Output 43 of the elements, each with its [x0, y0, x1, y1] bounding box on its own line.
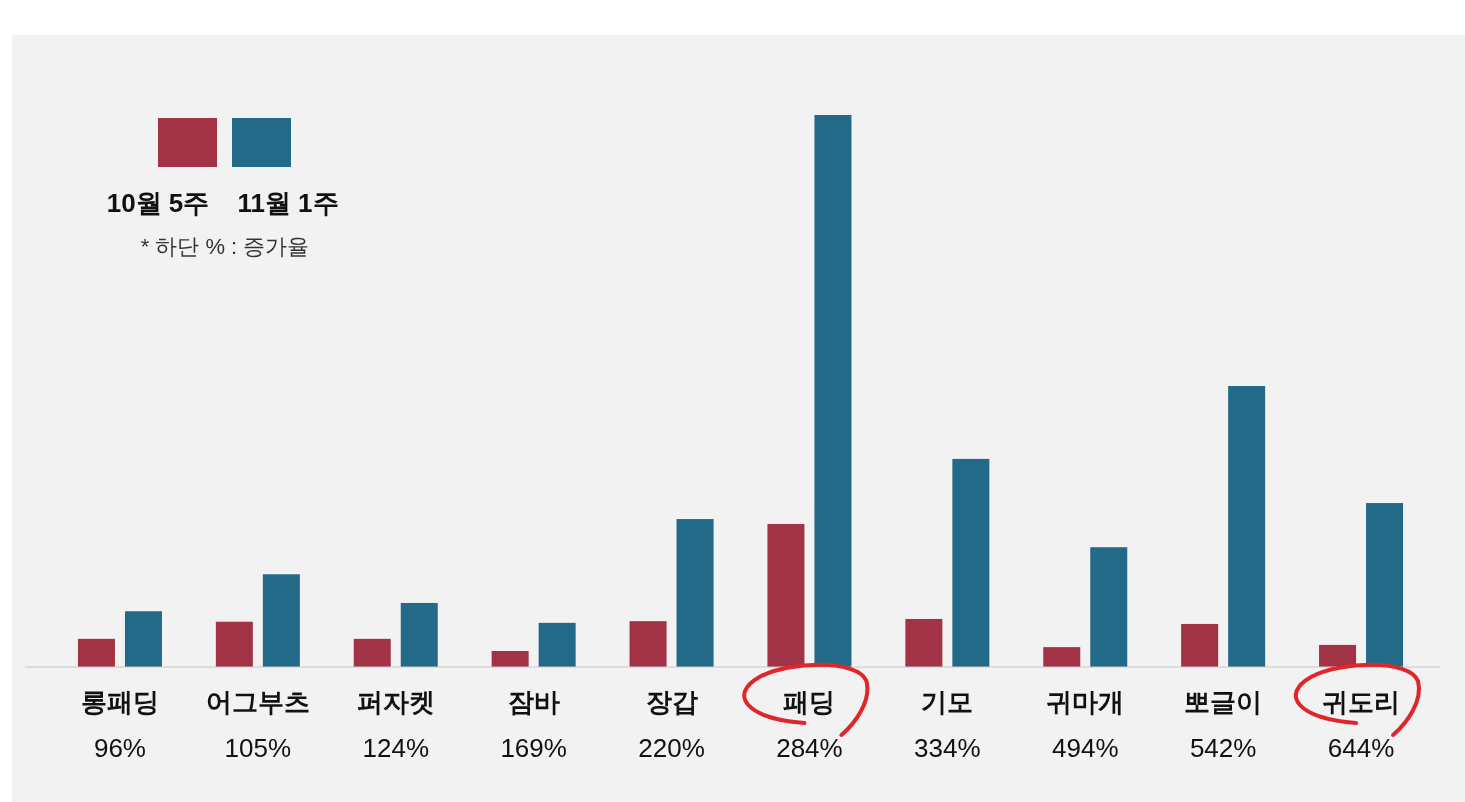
bar [629, 621, 667, 667]
text: 105% [224, 733, 292, 763]
text: 169% [500, 733, 567, 763]
annotation: * 하단 % : 증가율 [140, 234, 310, 259]
bar [1319, 644, 1357, 667]
bar [1090, 547, 1128, 667]
text: 220% [638, 733, 705, 763]
text: 334% [914, 733, 981, 763]
legend-label: 10월 5주 [106, 188, 210, 218]
bar [952, 458, 990, 667]
bar [676, 519, 714, 667]
bar [905, 618, 943, 667]
legend-label: 11월 1주 [237, 188, 339, 218]
bar [77, 638, 115, 667]
bar [400, 602, 438, 667]
x-tick-label: 장갑 [645, 687, 698, 717]
x-tick-label: 기모 [921, 687, 974, 717]
text: 284% [776, 733, 843, 763]
x-tick-label: 퍼자켓 [356, 687, 435, 717]
bar [215, 621, 253, 667]
bar [1228, 386, 1266, 667]
x-tick-label: 패딩 [783, 687, 836, 717]
x-tick-label: 잠바 [507, 687, 560, 717]
text: 494% [1052, 733, 1119, 763]
bar [491, 650, 529, 667]
bar [814, 115, 852, 667]
bar [1366, 503, 1404, 667]
bar [124, 611, 162, 667]
x-tick-label: 롱패딩 [80, 687, 159, 717]
x-tick-label: 뽀글이 [1184, 687, 1263, 717]
bar [353, 638, 391, 667]
bar [262, 574, 300, 667]
text: 542% [1189, 733, 1257, 763]
x-tick-label: 귀도리 [1322, 687, 1401, 717]
bar [767, 524, 805, 667]
text: 644% [1327, 733, 1395, 763]
bar [538, 622, 576, 667]
text: 124% [362, 733, 429, 763]
bar [1181, 623, 1219, 667]
bar [1043, 647, 1081, 667]
x-tick-label: 귀마개 [1046, 687, 1125, 717]
text: 96% [93, 733, 146, 763]
x-tick-label: 어그부츠 [205, 687, 310, 717]
